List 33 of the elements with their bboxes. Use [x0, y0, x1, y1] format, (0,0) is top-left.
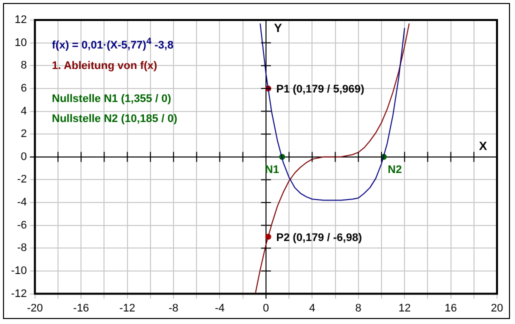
text: f(x) = 0,01·(X-5,77)$^{4}$ -3,8	[52, 35, 174, 54]
x-tick-label: -4	[214, 302, 225, 314]
x-tick-label: 16	[444, 302, 457, 314]
y-tick-label: 10	[14, 36, 27, 49]
text: 1. Ableitung von f(x)	[52, 58, 158, 74]
y-tick-label: 4	[20, 105, 27, 118]
y-tick-label: 12	[14, 14, 27, 26]
y-tick-label: 2	[20, 128, 27, 140]
y-axis-title: Y	[274, 21, 282, 35]
x-tick-label: -20	[26, 302, 43, 314]
annotation: P2 (0,179 / -6,98)	[276, 232, 362, 244]
x-tick-label: -12	[119, 302, 136, 314]
x-tick-label: 4	[309, 302, 316, 314]
x-tick-label: 0	[262, 302, 270, 314]
annotation: Nullstelle N1 (1,355 / 0)	[52, 93, 172, 105]
x-tick-label: -16	[73, 302, 90, 314]
x-axis-title: X	[479, 138, 488, 153]
x-tick-label: -8	[168, 302, 178, 314]
x-tick-label: 8	[355, 302, 362, 314]
y-tick-label: 8	[20, 60, 27, 72]
x-tick-label: 12	[398, 302, 411, 314]
x-tick-label: 20	[490, 302, 504, 314]
y-tick-label: -10	[10, 265, 27, 278]
annotation: P1 (0,179 / 5,969)	[276, 83, 365, 96]
y-tick-label: 6	[20, 82, 27, 94]
y-tick-label: -6	[17, 219, 27, 232]
y-tick-label: -12	[10, 288, 27, 300]
y-tick-label: -8	[17, 242, 27, 254]
y-tick-label: -4	[17, 196, 27, 209]
annotation: N2	[388, 164, 402, 176]
y-tick-label: 0	[20, 150, 27, 163]
annotation: Nullstelle N2 (10,185 / 0)	[52, 113, 178, 125]
y-tick-label: -2	[17, 174, 27, 186]
